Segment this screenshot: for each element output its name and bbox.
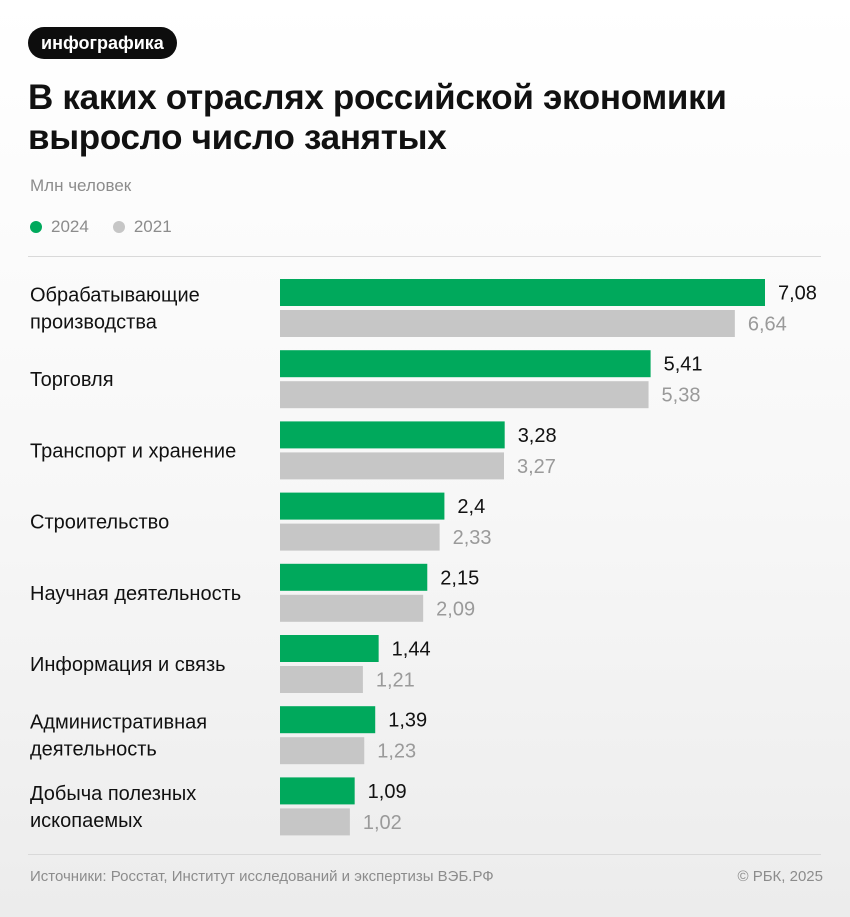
bar-2021 [280, 666, 363, 693]
value-label-2021: 2,09 [436, 598, 475, 620]
category-label: Информация и связь [30, 654, 226, 676]
bar-2024 [280, 492, 445, 520]
value-label-2021: 1,23 [377, 741, 416, 763]
category-label: ископаемых [30, 810, 142, 832]
value-label-2021: 1,21 [376, 670, 415, 692]
unit-label: Млн человек [30, 176, 132, 195]
bar-2021 [280, 808, 350, 836]
copyright: © РБК, 2025 [737, 868, 823, 885]
value-label-2024: 1,09 [368, 781, 407, 803]
legend: 2024 2021 [30, 217, 196, 237]
source-note: Источники: Росстат, Институт исследовани… [30, 868, 494, 885]
bar-2021 [280, 523, 440, 551]
category-label: Добыча полезных [30, 783, 196, 805]
legend-item-2024: 2024 [30, 217, 89, 237]
bar-2021 [280, 381, 649, 409]
value-label-2024: 3,28 [518, 425, 557, 447]
legend-label-2024: 2024 [51, 217, 89, 236]
value-label-2024: 1,39 [388, 710, 427, 732]
bar-2021 [280, 310, 735, 337]
bar-2021 [280, 737, 365, 765]
value-label-2021: 3,27 [517, 456, 556, 478]
category-label: Административная [30, 712, 207, 734]
value-label-2021: 1,02 [363, 812, 402, 834]
category-label: деятельность [30, 739, 157, 761]
infographic-badge: инфографика [28, 27, 177, 59]
bar-chart: Обрабатывающие производства 7,08 6,64 Торгов… [30, 279, 817, 836]
category-label: Торговля [30, 369, 114, 391]
value-label-2024: 2,4 [457, 496, 485, 518]
category-label: Обрабатывающие [30, 285, 200, 307]
value-label-2024: 7,08 [778, 283, 817, 305]
bar-2024 [280, 706, 376, 734]
chart-title: В каких отраслях российской экономики вы… [28, 78, 727, 157]
legend-item-2021: 2021 [112, 217, 172, 237]
value-label-2021: 2,33 [453, 527, 492, 549]
bar-2021 [280, 452, 505, 480]
bar-2024 [280, 350, 651, 378]
bar-2024 [280, 279, 765, 306]
legend-swatch-2024 [30, 221, 42, 233]
legend-swatch-2021 [112, 221, 125, 233]
bar-2024 [280, 777, 355, 805]
category-label: Научная деятельность [30, 583, 241, 605]
value-label-2024: 2,15 [440, 567, 479, 589]
value-label-2024: 5,41 [664, 354, 703, 376]
bar-2024 [280, 421, 505, 449]
category-label: Строительство [30, 512, 169, 534]
legend-label-2021: 2021 [133, 217, 172, 236]
category-label: Транспорт и хранение [30, 440, 236, 462]
value-label-2021: 5,38 [662, 385, 701, 407]
value-label-2021: 6,64 [748, 314, 787, 336]
category-label: производства [30, 312, 158, 334]
bar-2024 [280, 563, 428, 591]
bar-2024 [280, 635, 379, 662]
value-label-2024: 1,44 [392, 639, 431, 661]
bar-2021 [280, 594, 424, 622]
top-divider [28, 256, 821, 257]
bottom-divider [28, 854, 821, 855]
